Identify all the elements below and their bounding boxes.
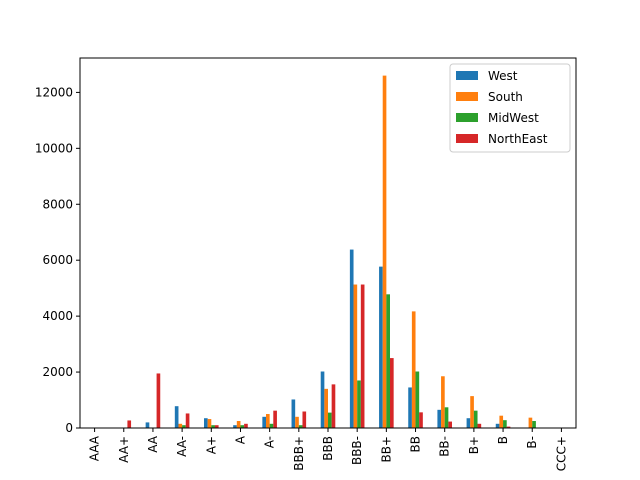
bar-northeast-aa-minus (185, 413, 190, 428)
bar-midwest-bbb-plus (298, 425, 303, 428)
x-tick-label: AAA (88, 435, 102, 461)
y-tick-label: 12000 (35, 85, 73, 99)
bar-south-b-plus (470, 396, 474, 428)
bar-midwest-bb-minus (444, 407, 449, 428)
bar-midwest-b-plus (473, 410, 478, 428)
bar-south-aa-minus (178, 423, 183, 428)
x-tick-label: A+ (204, 436, 218, 454)
bar-midwest-a-minus (269, 423, 274, 428)
bar-south-bb-plus (382, 75, 387, 429)
legend-swatch-midwest (456, 113, 478, 122)
bar-midwest-bb-plus (386, 294, 390, 428)
bar-midwest-a-plus (211, 425, 215, 428)
bar-midwest-b (503, 420, 507, 428)
bar-south-bb-minus (441, 376, 445, 428)
bar-south-a-minus (266, 414, 270, 428)
x-tick-label: B- (525, 436, 539, 449)
legend-label-midwest: MidWest (488, 111, 539, 125)
bar-west-a-minus (262, 416, 266, 428)
bar-south-bbb-minus (353, 284, 358, 428)
x-tick-label: B+ (467, 436, 481, 454)
bar-west-aa (145, 422, 150, 428)
bar-midwest-bbb-minus (357, 380, 361, 428)
bar-west-bbb (320, 371, 325, 428)
bar-midwest-b-minus (532, 421, 536, 428)
bar-northeast-bb-minus (448, 421, 452, 428)
bar-northeast-bbb-minus (360, 284, 365, 428)
bar-northeast-aa (156, 373, 161, 428)
bar-west-a (233, 425, 237, 428)
bar-northeast-bbb (331, 384, 336, 428)
bar-northeast-bb-plus (390, 358, 394, 428)
bar-south-bb (411, 311, 416, 428)
bar-midwest-bb (415, 371, 420, 428)
bar-west-bbb-plus (291, 399, 296, 428)
bar-south-b-minus (528, 417, 533, 428)
legend: West South MidWest NorthEast (449, 63, 571, 153)
x-tick-label: AA (146, 435, 160, 453)
bar-west-aa-minus (174, 406, 179, 428)
bar-south-bbb-plus (295, 416, 299, 428)
bar-northeast-b (506, 426, 511, 428)
bar-west-bbb-minus (349, 249, 354, 428)
bar-midwest-aa-minus (182, 425, 186, 428)
y-tick-label: 4000 (42, 309, 73, 323)
x-tick-label: AA- (175, 436, 189, 457)
y-tick-label: 8000 (42, 197, 73, 211)
x-tick-label: BBB+ (292, 436, 306, 471)
bar-west-bb (408, 387, 412, 428)
legend-swatch-south (456, 92, 478, 101)
legend-swatch-northeast (456, 134, 478, 143)
bar-west-bb-minus (437, 409, 442, 428)
legend-label-west: West (488, 69, 518, 83)
x-tick-label: BB+ (379, 436, 393, 463)
bar-west-a-plus (204, 418, 208, 428)
bar-northeast-a (244, 423, 248, 428)
legend-frame (449, 63, 571, 153)
bar-midwest-a (240, 425, 245, 428)
bar-northeast-a-minus (273, 410, 277, 428)
bars-layer (127, 75, 536, 429)
bar-northeast-bb (419, 412, 423, 428)
x-tick-label: B (496, 436, 510, 444)
bar-south-bbb (324, 388, 328, 428)
bar-south-a-plus (207, 419, 212, 428)
y-tick-label: 2000 (42, 365, 73, 379)
y-tick-label: 10000 (35, 141, 73, 155)
bar-west-b-plus (466, 418, 471, 428)
y-tick-label: 6000 (42, 253, 73, 267)
bar-midwest-bbb (328, 412, 332, 428)
legend-label-south: South (488, 90, 523, 104)
bar-south-b (499, 415, 504, 428)
bar-northeast-a-plus (214, 425, 219, 428)
bar-northeast-b-plus (477, 423, 482, 428)
x-tick-label: CCC+ (554, 436, 568, 471)
legend-swatch-west (456, 71, 478, 80)
bar-northeast-bbb-plus (302, 411, 307, 428)
bar-northeast-aa-plus (127, 420, 132, 428)
x-tick-label: AA+ (117, 436, 131, 463)
x-tick-label: BB- (438, 436, 452, 457)
x-tick-label: BBB (321, 436, 335, 461)
y-tick-label: 0 (65, 421, 73, 435)
x-tick-label: BB (409, 436, 423, 452)
x-tick-label: A (233, 435, 247, 444)
x-tick-label: BBB- (350, 436, 364, 465)
x-tick-label: A- (263, 436, 277, 448)
bar-south-a (236, 421, 241, 428)
bar-west-b (495, 423, 500, 428)
bar-west-bb-plus (379, 266, 383, 428)
legend-label-northeast: NorthEast (488, 132, 548, 146)
